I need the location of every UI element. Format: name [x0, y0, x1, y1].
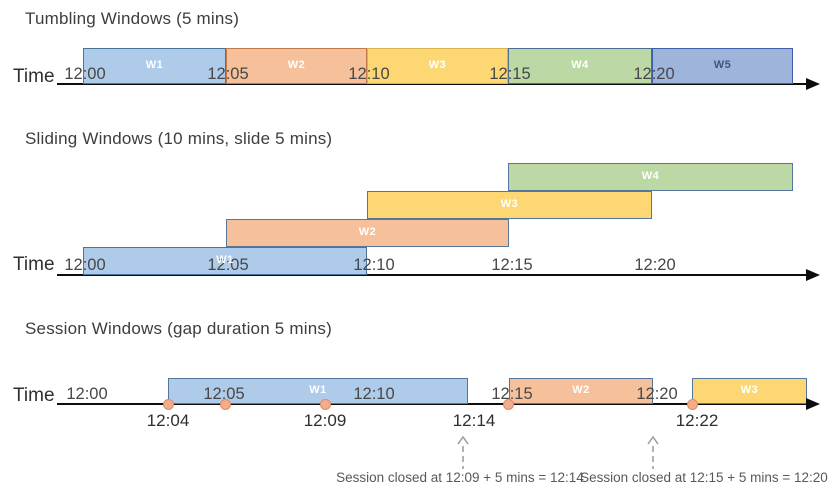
time-axis-label-session: Time [13, 385, 55, 406]
time-axis-label-tumbling: Time [13, 66, 55, 87]
axis-tick-label: 12:10 [353, 385, 395, 403]
time-axis-arrowhead-icon [806, 78, 820, 90]
axis-tick-label: 12:15 [491, 256, 533, 274]
window-block-w4 [508, 48, 652, 84]
axis-tick-label: 12:00 [66, 385, 108, 403]
window-block-w4 [508, 163, 793, 191]
time-axis-arrowhead-icon [806, 269, 820, 281]
section-title-tumbling-windows: Tumbling Windows (5 mins) [25, 9, 240, 28]
window-block-w3 [367, 191, 652, 219]
time-axis-line [57, 274, 806, 276]
window-label-w5: W5 [713, 59, 732, 71]
axis-tick-label: 12:10 [353, 256, 395, 274]
window-block-w1 [168, 378, 468, 404]
time-axis-arrowhead-icon [806, 398, 820, 410]
time-axis-line [57, 403, 806, 405]
window-block-w1 [83, 48, 226, 84]
axis-tick-label: 12:20 [633, 65, 675, 83]
window-block-w2 [226, 219, 509, 247]
event-dot-icon [502, 398, 514, 410]
window-label-w3: W3 [428, 59, 447, 71]
window-label-w1: W1 [216, 254, 234, 266]
axis-tick-label: 12:05 [203, 385, 245, 403]
window-label-w1: W1 [309, 384, 327, 396]
session-closed-annotation: Session closed at 12:09 + 5 mins = 12:14 [336, 470, 584, 485]
window-label-w2: W2 [572, 384, 590, 396]
event-dot-icon [162, 398, 174, 410]
event-time-label: 12:04 [146, 411, 190, 430]
window-block-w5 [652, 48, 793, 84]
dashed-up-arrow-icon [645, 434, 661, 475]
window-block-w3 [692, 378, 807, 404]
window-label-w1: W1 [145, 59, 164, 71]
window-label-w2: W2 [358, 226, 377, 238]
window-block-w1 [83, 247, 367, 275]
axis-tick-label: 12:15 [489, 65, 531, 83]
event-dot-icon [319, 398, 331, 410]
axis-tick-label: 12:00 [64, 65, 106, 83]
dashed-up-arrow-icon [455, 434, 471, 475]
axis-tick-label: 12:15 [491, 385, 533, 403]
event-time-label: 12:22 [675, 411, 719, 430]
window-label-w2: W2 [287, 59, 306, 71]
window-label-w3: W3 [500, 198, 519, 210]
window-label-w4: W4 [571, 59, 589, 71]
window-block-w2 [509, 378, 653, 404]
time-axis-label-sliding: Time [13, 254, 55, 275]
axis-tick-label: 12:10 [348, 65, 390, 83]
axis-tick-label: 12:20 [634, 256, 676, 274]
time-axis-line [57, 83, 806, 85]
section-title-session-windows: Session Windows (gap duration 5 mins) [25, 319, 332, 338]
event-dot-icon [219, 398, 231, 410]
axis-tick-label: 12:20 [636, 385, 678, 403]
window-block-w3 [367, 48, 508, 84]
window-label-w3: W3 [740, 384, 759, 396]
event-time-label: 12:09 [303, 411, 347, 430]
axis-tick-label: 12:05 [207, 256, 249, 274]
event-time-label: 12:14 [452, 411, 496, 430]
session-closed-annotation: Session closed at 12:15 + 5 mins = 12:20 [580, 470, 828, 485]
window-label-w4: W4 [641, 170, 660, 182]
axis-tick-label: 12:00 [64, 256, 106, 274]
section-title-sliding-windows: Sliding Windows (10 mins, slide 5 mins) [25, 129, 333, 148]
axis-tick-label: 12:05 [207, 65, 249, 83]
event-dot-icon [686, 398, 698, 410]
window-block-w2 [226, 48, 367, 84]
